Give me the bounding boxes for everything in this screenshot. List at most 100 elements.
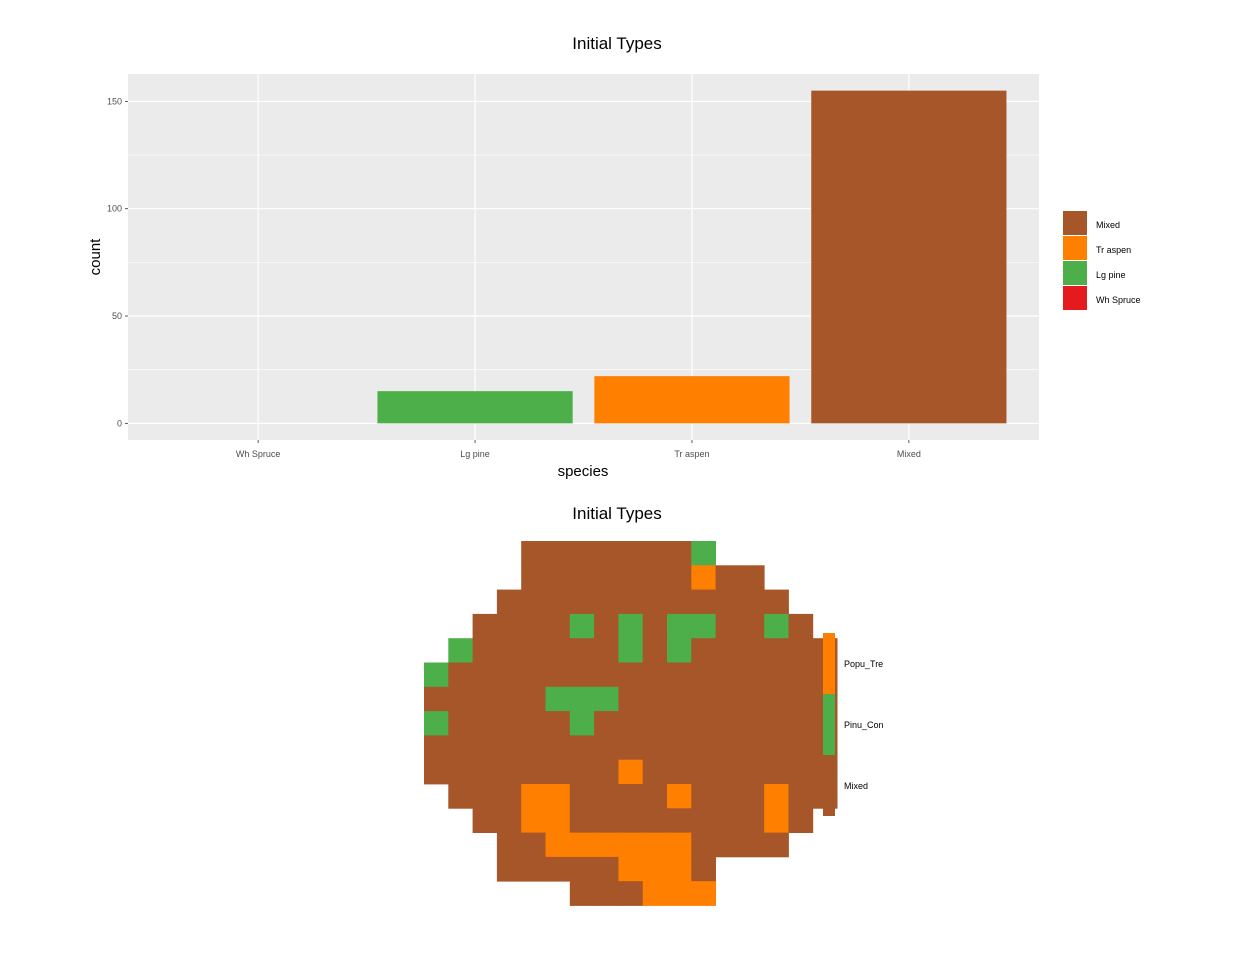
map-cell-mixed — [545, 541, 571, 566]
map-cell-mixed — [545, 856, 571, 882]
bar-mixed — [811, 90, 1007, 424]
map-cell-mixed — [545, 565, 571, 590]
map-legend-label-popu-tre: Popu_Tre — [844, 659, 883, 669]
bar-chart-legend: Mixed Tr aspen Lg pine Wh Spruce — [1063, 211, 1141, 310]
map-cell-mixed — [618, 808, 644, 833]
map-cell-popu-tre — [642, 856, 668, 882]
map-cell-mixed — [739, 808, 765, 833]
map-cell-mixed — [569, 638, 595, 663]
map-cell-mixed — [472, 638, 498, 663]
map-cell-mixed — [545, 711, 571, 736]
map-cell-mixed — [569, 856, 595, 882]
map-cell-mixed — [569, 662, 595, 688]
map-cell-mixed — [642, 613, 668, 639]
map-cell-pinu-con — [764, 613, 789, 639]
map-cell-mixed — [448, 662, 473, 688]
map-cell-mixed — [594, 638, 619, 663]
map-cell-mixed — [521, 711, 546, 736]
map-cell-mixed — [521, 541, 546, 566]
map-cell-mixed — [594, 541, 619, 566]
map-cell-pinu-con — [569, 686, 595, 712]
x-tick-label-tr-aspen: Tr aspen — [674, 449, 709, 459]
map-cell-mixed — [618, 784, 644, 809]
raster-map-legend: Popu_Tre Pinu_Con Mixed — [823, 633, 884, 816]
map-cell-popu-tre — [618, 759, 644, 785]
map-cell-popu-tre — [594, 832, 619, 858]
map-cell-mixed — [448, 711, 473, 736]
map-cell-mixed — [667, 686, 692, 712]
map-cell-mixed — [739, 565, 765, 590]
map-cell-mixed — [691, 808, 716, 833]
map-cell-pinu-con — [667, 638, 692, 663]
map-cell-mixed — [764, 735, 789, 761]
map-cell-mixed — [472, 808, 498, 833]
map-cell-mixed — [521, 759, 546, 785]
map-cell-mixed — [521, 856, 546, 882]
map-cell-popu-tre — [569, 832, 595, 858]
map-cell-mixed — [545, 735, 571, 761]
map-cell-popu-tre — [667, 881, 692, 906]
map-cell-popu-tre — [545, 784, 571, 809]
map-cell-mixed — [448, 784, 473, 809]
map-cell-mixed — [594, 784, 619, 809]
map-cell-popu-tre — [521, 784, 546, 809]
map-cell-popu-tre — [764, 808, 789, 833]
map-cell-pinu-con — [448, 638, 473, 663]
x-axis-title: species — [558, 463, 609, 480]
map-cell-pinu-con — [569, 711, 595, 736]
y-tick-label: 100 — [107, 204, 122, 214]
map-cell-pinu-con — [424, 662, 449, 688]
map-cell-mixed — [739, 735, 765, 761]
legend-swatch-tr-aspen — [1063, 236, 1087, 260]
map-cell-mixed — [788, 808, 814, 833]
map-cell-mixed — [691, 638, 716, 663]
map-cell-mixed — [667, 711, 692, 736]
map-cell-mixed — [521, 832, 546, 858]
map-cell-mixed — [642, 662, 668, 688]
map-cell-mixed — [569, 808, 595, 833]
map-cell-mixed — [715, 565, 741, 590]
map-cell-mixed — [788, 662, 814, 688]
map-cell-mixed — [594, 613, 619, 639]
map-cell-mixed — [764, 662, 789, 688]
map-cell-mixed — [691, 686, 716, 712]
map-cell-mixed — [788, 638, 814, 663]
map-cell-mixed — [545, 638, 571, 663]
map-cell-mixed — [715, 735, 741, 761]
map-cell-popu-tre — [691, 565, 716, 590]
map-cell-popu-tre — [618, 832, 644, 858]
map-cell-mixed — [667, 759, 692, 785]
map-cell-mixed — [545, 589, 571, 615]
map-cell-popu-tre — [642, 832, 668, 858]
map-cell-mixed — [764, 686, 789, 712]
bar-tr-aspen — [594, 376, 790, 424]
map-cell-mixed — [594, 735, 619, 761]
map-cell-mixed — [594, 881, 619, 906]
map-cell-mixed — [642, 541, 668, 566]
map-cell-popu-tre — [618, 856, 644, 882]
map-cell-mixed — [472, 686, 498, 712]
map-cell-mixed — [594, 662, 619, 688]
legend-swatch-mixed — [1063, 211, 1087, 235]
map-cell-pinu-con — [569, 613, 595, 639]
map-cell-mixed — [715, 759, 741, 785]
map-cell-mixed — [472, 662, 498, 688]
map-cell-mixed — [594, 711, 619, 736]
map-cell-mixed — [594, 808, 619, 833]
map-cell-mixed — [569, 759, 595, 785]
map-cell-mixed — [642, 711, 668, 736]
map-cell-mixed — [521, 565, 546, 590]
map-cell-mixed — [691, 735, 716, 761]
map-cell-popu-tre — [667, 784, 692, 809]
bar-chart-y-ticks: 0 50 100 150 — [107, 96, 128, 428]
map-cell-mixed — [545, 759, 571, 785]
map-cell-pinu-con — [618, 638, 644, 663]
map-chart-title: Initial Types — [572, 504, 661, 523]
map-cell-mixed — [521, 638, 546, 663]
map-cell-mixed — [594, 565, 619, 590]
map-cell-mixed — [594, 589, 619, 615]
map-cell-mixed — [569, 881, 595, 906]
map-cell-popu-tre — [764, 784, 789, 809]
map-cell-pinu-con — [691, 613, 716, 639]
legend-swatch-lg-pine — [1063, 261, 1087, 285]
